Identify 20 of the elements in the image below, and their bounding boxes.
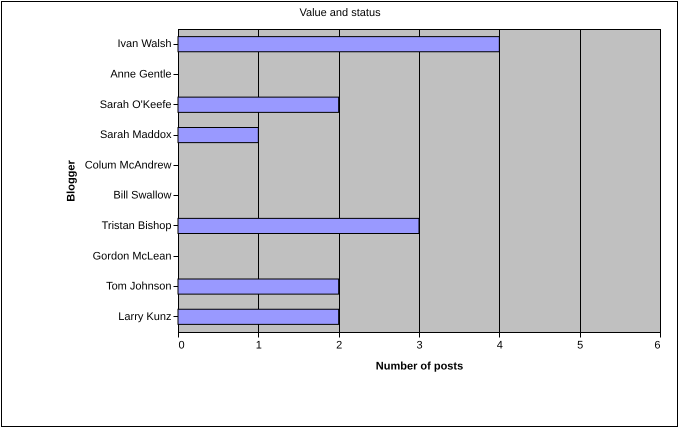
x-tick-label: 4 bbox=[496, 340, 503, 352]
y-tick-label: Tristan Bishop bbox=[102, 220, 172, 232]
y-tick-label: Anne Gentle bbox=[110, 68, 172, 80]
y-tick-label: Ivan Walsh bbox=[117, 38, 172, 50]
y-tick-label: Tom Johnson bbox=[106, 280, 172, 293]
x-tick-label: 0 bbox=[178, 340, 185, 352]
y-tick-label: Larry Kunz bbox=[118, 310, 172, 323]
chart-title: Value and status bbox=[299, 7, 382, 19]
x-axis-title: Number of posts bbox=[376, 360, 464, 372]
y-tick-label: Gordon McLean bbox=[92, 250, 172, 262]
y-tick-label: Bill Swallow bbox=[113, 190, 172, 202]
y-axis-title: Blogger bbox=[66, 160, 78, 202]
y-tick-label: Sarah Maddox bbox=[100, 129, 172, 142]
y-tick-label: Sarah O'Keefe bbox=[100, 98, 172, 111]
x-tick-label: 1 bbox=[256, 340, 262, 352]
y-tick-label: Colum McAndrew bbox=[84, 159, 172, 172]
x-tick-label: 5 bbox=[577, 340, 584, 352]
x-tick-label: 2 bbox=[336, 340, 342, 352]
x-tick-label: 6 bbox=[654, 340, 660, 352]
x-tick-label: 3 bbox=[416, 340, 423, 352]
